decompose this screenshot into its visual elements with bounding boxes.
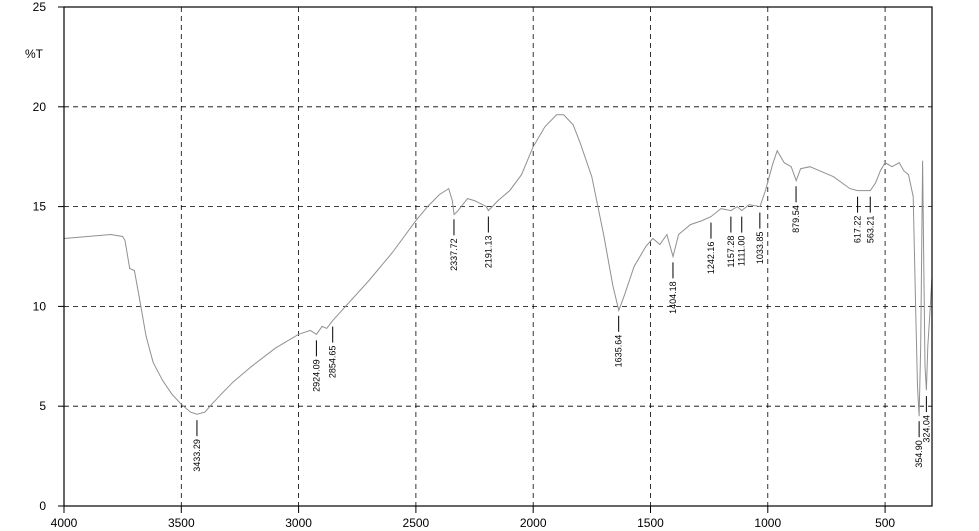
x-tick-label: 2000 <box>520 516 547 530</box>
y-tick-label: 5 <box>39 399 46 413</box>
peak-label: 3433.29 <box>192 439 202 472</box>
peak-label: 563.21 <box>865 216 875 244</box>
y-axis-label: %T <box>25 47 44 61</box>
y-tick-label: 0 <box>39 499 46 513</box>
spectrum-line <box>63 114 933 417</box>
x-tick-label: 4000 <box>51 516 78 530</box>
plot-frame <box>63 6 933 507</box>
peak-label: 2337.72 <box>449 238 459 271</box>
peak-label: 1242.16 <box>706 242 716 275</box>
peak-label: 1404.18 <box>668 281 678 314</box>
y-tick-label: 15 <box>33 200 47 214</box>
y-tick-label: 10 <box>33 299 47 313</box>
peak-label: 879.54 <box>791 205 801 233</box>
peak-label: 2191.13 <box>483 236 493 269</box>
peak-label: 1157.28 <box>726 236 736 268</box>
peak-label: 617.22 <box>853 216 863 244</box>
x-tick-label: 1500 <box>637 516 664 530</box>
x-tick-label: 1000 <box>754 516 781 530</box>
y-tick-label: 25 <box>33 0 47 14</box>
x-tick-label: 2500 <box>403 516 430 530</box>
peak-label: 1635.64 <box>614 335 624 368</box>
peak-label: 1111.00 <box>737 236 747 267</box>
peak-label: 2924.09 <box>311 359 321 392</box>
x-tick-label: 3500 <box>168 516 195 530</box>
y-tick-label: 20 <box>33 100 47 114</box>
x-tick-label: 500 <box>875 516 895 530</box>
x-tick-label: 3000 <box>285 516 312 530</box>
peak-label: 354.90 <box>914 440 924 468</box>
peak-label: 1033.85 <box>755 232 765 265</box>
peak-label: 2854.65 <box>328 346 338 379</box>
peak-label: 324.04 <box>921 415 931 443</box>
